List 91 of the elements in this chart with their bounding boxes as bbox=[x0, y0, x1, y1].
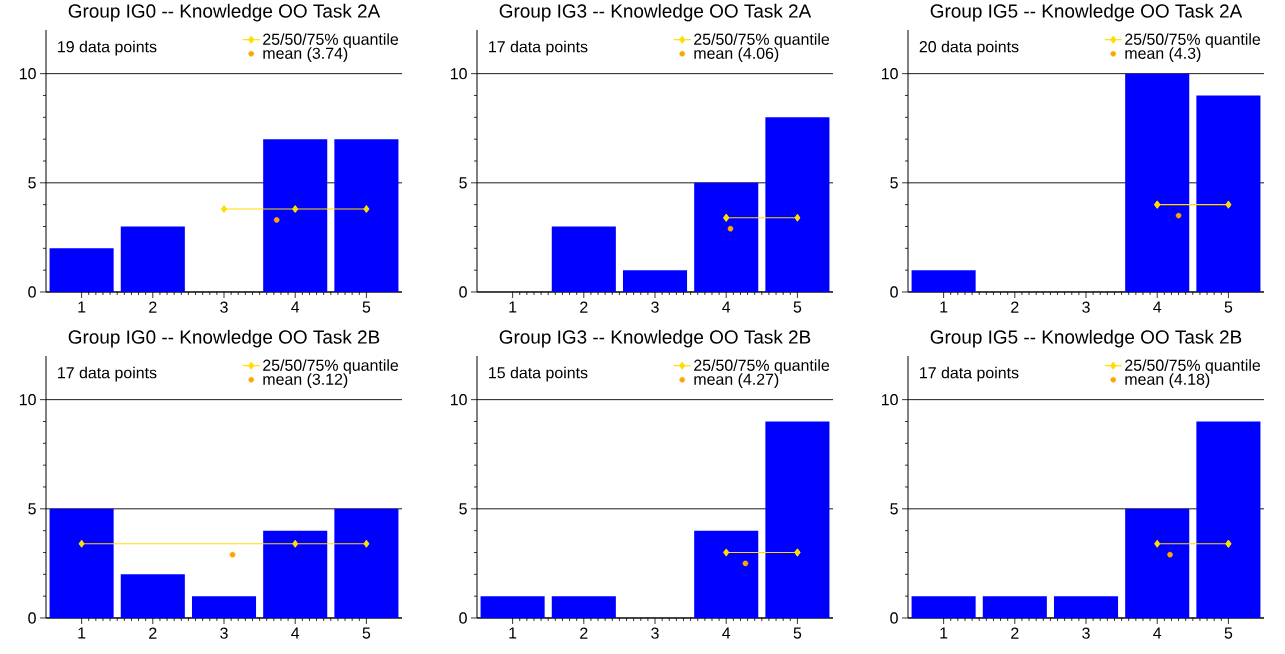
bar bbox=[49, 248, 114, 292]
bar bbox=[120, 226, 185, 292]
legend-label: mean (4.18) bbox=[1125, 373, 1210, 389]
x-tick-label: 2 bbox=[580, 627, 588, 639]
x-tick-label: 4 bbox=[1153, 627, 1162, 639]
annotation: 15 data points bbox=[489, 366, 588, 382]
annotation: 17 data points bbox=[920, 366, 1019, 382]
legend-label: mean (4.27) bbox=[694, 373, 779, 389]
y-tick-label: 5 bbox=[890, 503, 898, 515]
x-tick-label: 2 bbox=[149, 627, 157, 639]
y-tick-label: 10 bbox=[19, 394, 36, 406]
legend-label: mean (4.3) bbox=[1125, 47, 1201, 63]
bar bbox=[622, 270, 688, 292]
annotation: 17 data points bbox=[58, 366, 157, 382]
bar bbox=[334, 508, 399, 618]
bar bbox=[911, 596, 976, 618]
chart-title: Group IG0 -- Knowledge OO Task 2B bbox=[68, 329, 380, 348]
bar bbox=[49, 508, 114, 618]
x-tick-label: 2 bbox=[149, 301, 157, 313]
x-tick-label: 5 bbox=[1224, 627, 1233, 639]
x-tick-label: 5 bbox=[1224, 301, 1233, 313]
x-tick-label: 4 bbox=[722, 301, 731, 313]
chart-title: Group IG3 -- Knowledge OO Task 2A bbox=[499, 3, 812, 22]
y-tick-label: 0 bbox=[28, 286, 36, 298]
chart-title: Group IG3 -- Knowledge OO Task 2B bbox=[499, 329, 811, 348]
bar bbox=[480, 596, 545, 618]
y-tick-label: 10 bbox=[881, 394, 898, 406]
x-tick-label: 5 bbox=[793, 301, 802, 313]
bar bbox=[551, 596, 616, 618]
x-tick-label: 2 bbox=[1011, 627, 1019, 639]
x-tick-label: 4 bbox=[291, 627, 300, 639]
bar bbox=[1196, 421, 1261, 618]
y-tick-label: 10 bbox=[881, 68, 898, 80]
bar bbox=[982, 596, 1047, 618]
bar bbox=[263, 530, 328, 618]
x-tick-label: 1 bbox=[78, 627, 86, 639]
bar bbox=[551, 226, 616, 292]
bar bbox=[1125, 73, 1190, 292]
y-tick-label: 10 bbox=[19, 68, 36, 80]
x-tick-label: 3 bbox=[651, 301, 659, 313]
x-tick-label: 3 bbox=[651, 627, 659, 639]
y-tick-label: 0 bbox=[890, 612, 898, 624]
chart-title: Group IG5 -- Knowledge OO Task 2A bbox=[930, 3, 1243, 22]
bar bbox=[120, 574, 185, 618]
bar bbox=[191, 596, 257, 618]
x-tick-label: 1 bbox=[509, 301, 517, 313]
annotation: 19 data points bbox=[58, 40, 157, 56]
bar bbox=[1125, 508, 1190, 618]
bar bbox=[1053, 596, 1119, 618]
annotation: 17 data points bbox=[489, 40, 588, 56]
bar bbox=[911, 270, 976, 292]
y-tick-label: 0 bbox=[28, 612, 36, 624]
x-tick-label: 5 bbox=[793, 627, 802, 639]
bar bbox=[694, 530, 759, 618]
x-tick-label: 3 bbox=[220, 301, 228, 313]
x-tick-label: 3 bbox=[1082, 627, 1090, 639]
legend-label: mean (3.74) bbox=[263, 47, 348, 63]
x-tick-label: 3 bbox=[220, 627, 228, 639]
y-tick-label: 0 bbox=[890, 286, 898, 298]
y-tick-label: 5 bbox=[890, 177, 898, 189]
bar bbox=[334, 139, 399, 292]
y-tick-label: 5 bbox=[28, 503, 36, 515]
y-tick-label: 5 bbox=[28, 177, 36, 189]
y-tick-label: 0 bbox=[459, 612, 467, 624]
y-tick-label: 0 bbox=[459, 286, 467, 298]
x-tick-label: 5 bbox=[362, 301, 371, 313]
x-tick-label: 5 bbox=[362, 627, 371, 639]
x-tick-label: 3 bbox=[1082, 301, 1090, 313]
y-tick-label: 10 bbox=[450, 394, 467, 406]
chart-title: Group IG0 -- Knowledge OO Task 2A bbox=[68, 3, 381, 22]
bar bbox=[765, 421, 830, 618]
legend-label: mean (3.12) bbox=[263, 373, 348, 389]
bar bbox=[765, 117, 830, 292]
x-tick-label: 2 bbox=[1011, 301, 1019, 313]
y-tick-label: 5 bbox=[459, 503, 467, 515]
bar bbox=[1196, 95, 1261, 292]
y-tick-label: 10 bbox=[450, 68, 467, 80]
x-tick-label: 2 bbox=[580, 301, 588, 313]
x-tick-label: 4 bbox=[291, 301, 300, 313]
x-tick-label: 1 bbox=[940, 627, 948, 639]
legend-label: mean (4.06) bbox=[694, 47, 779, 63]
y-tick-label: 5 bbox=[459, 177, 467, 189]
x-tick-label: 4 bbox=[722, 627, 731, 639]
x-tick-label: 4 bbox=[1153, 301, 1162, 313]
annotation: 20 data points bbox=[919, 40, 1019, 56]
bar bbox=[694, 182, 759, 292]
chart-title: Group IG5 -- Knowledge OO Task 2B bbox=[930, 329, 1242, 348]
x-tick-label: 1 bbox=[509, 627, 517, 639]
bar bbox=[263, 139, 328, 292]
x-tick-label: 1 bbox=[940, 301, 948, 313]
x-tick-label: 1 bbox=[78, 301, 86, 313]
